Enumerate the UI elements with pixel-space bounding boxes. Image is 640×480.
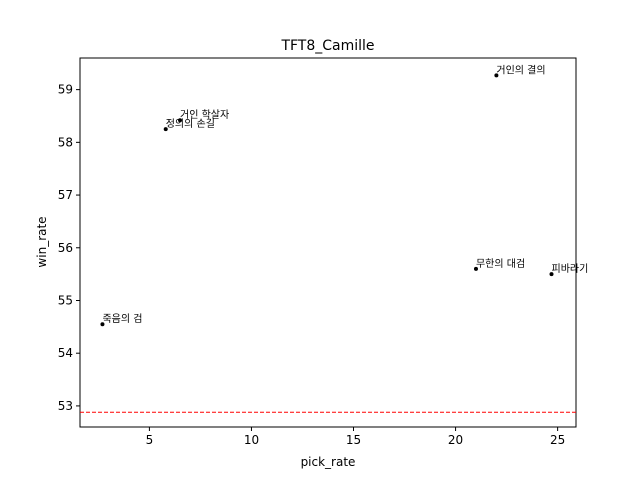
y-tick-label: 59 <box>58 83 73 97</box>
x-tick-label: 25 <box>550 433 565 447</box>
point-label: 피바라기 <box>552 263 589 275</box>
x-tick-label: 20 <box>448 433 463 447</box>
point-label: 거인 학살자 <box>180 109 229 121</box>
point-label: 죽음의 검 <box>102 313 142 325</box>
x-tick-label: 5 <box>146 433 154 447</box>
x-axis: 5 10 15 20 25 <box>146 427 565 447</box>
data-point <box>494 73 499 78</box>
chart-title: TFT8_Camille <box>280 38 374 54</box>
y-axis: 53 54 55 56 57 58 59 <box>58 83 80 413</box>
y-tick-label: 58 <box>58 135 73 149</box>
y-tick-label: 53 <box>58 399 73 413</box>
point-label: 거인의 결의 <box>496 64 545 76</box>
y-tick-label: 55 <box>58 293 73 307</box>
x-tick-label: 15 <box>346 433 361 447</box>
x-axis-label: pick_rate <box>301 455 356 469</box>
point-label: 무한의 대검 <box>476 258 525 270</box>
y-tick-label: 57 <box>58 188 73 202</box>
y-tick-label: 56 <box>58 241 73 255</box>
y-axis-label: win_rate <box>35 216 49 267</box>
x-tick-label: 10 <box>244 433 259 447</box>
data-point <box>473 266 478 271</box>
y-tick-label: 54 <box>58 346 73 360</box>
data-point <box>100 322 105 327</box>
plot-area <box>79 57 577 428</box>
point-label: 정의의 손길 <box>166 117 215 130</box>
data-point <box>178 118 183 123</box>
data-point <box>549 272 554 277</box>
data-point <box>163 127 168 132</box>
